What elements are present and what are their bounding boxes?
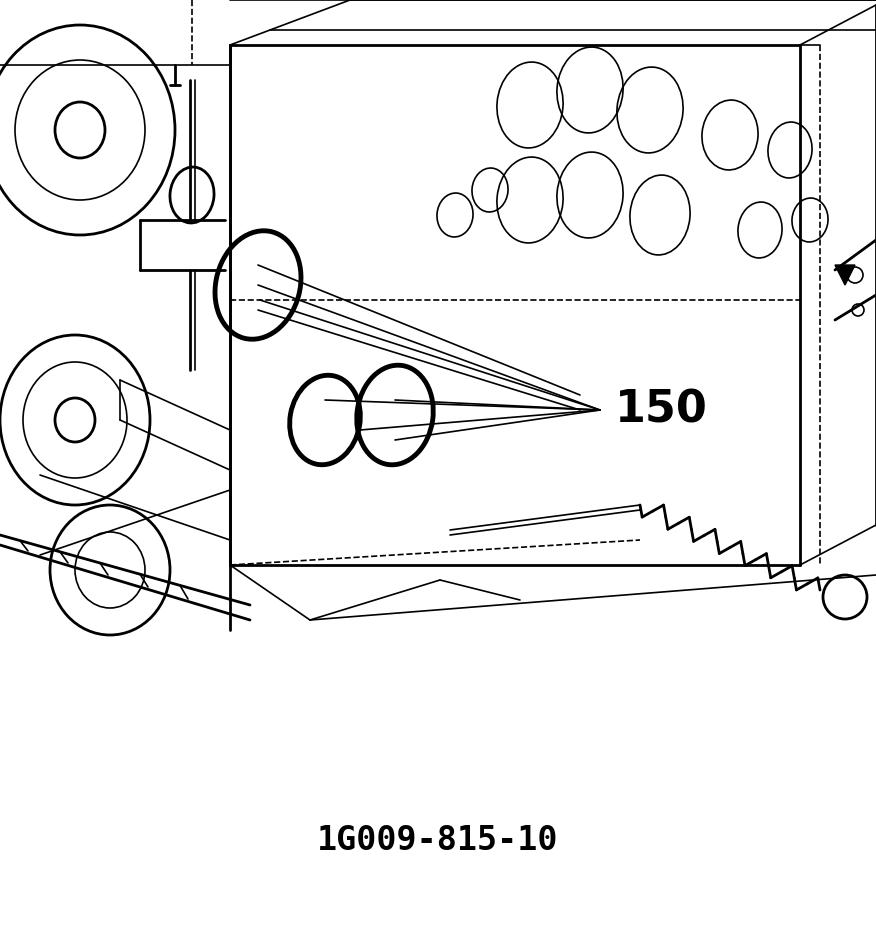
Ellipse shape bbox=[55, 102, 105, 158]
Text: 150: 150 bbox=[615, 389, 708, 432]
Ellipse shape bbox=[55, 398, 95, 442]
Polygon shape bbox=[835, 265, 855, 285]
Text: 1G009-815-10: 1G009-815-10 bbox=[317, 824, 559, 857]
